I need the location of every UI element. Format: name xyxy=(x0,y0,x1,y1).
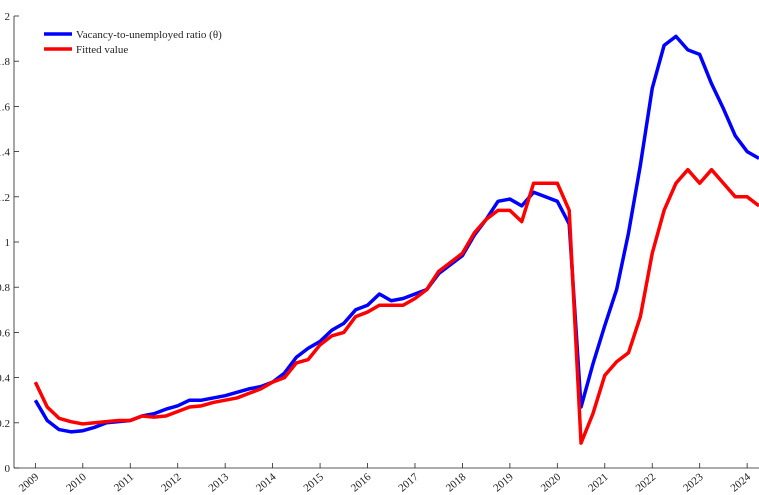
x-tick-label: 2017 xyxy=(396,471,421,495)
x-tick-label: 2021 xyxy=(586,471,611,494)
x-tick-label: 2019 xyxy=(491,471,516,495)
x-tick-label: 2010 xyxy=(64,471,89,495)
data-line xyxy=(33,167,759,445)
x-tick-label: 2020 xyxy=(539,471,564,495)
y-tick-label: 1.6 xyxy=(0,101,11,113)
y-tick-label: 0.6 xyxy=(0,327,11,339)
y-tick-label: 0 xyxy=(5,463,11,475)
y-tick-label: 1.4 xyxy=(0,147,11,159)
legend-label: Fitted value xyxy=(76,44,128,56)
y-tick-label: 0.8 xyxy=(0,282,11,294)
x-tick-label: 2016 xyxy=(349,471,374,495)
x-tick-label: 2018 xyxy=(444,471,469,495)
y-tick-label: 0.4 xyxy=(0,373,11,385)
data-line xyxy=(33,34,759,434)
x-tick-label: 2024 xyxy=(728,471,753,495)
x-tick-label: 2014 xyxy=(254,471,279,495)
y-tick-label: 1.8 xyxy=(0,56,11,68)
y-tick-label: 1.2 xyxy=(0,192,10,204)
x-tick-label: 2023 xyxy=(681,471,706,495)
y-tick-label: 2 xyxy=(5,11,11,23)
x-tick-label: 2013 xyxy=(207,471,232,495)
legend-label: Vacancy-to-unemployed ratio (θ) xyxy=(76,29,222,41)
y-tick-label: 0.2 xyxy=(0,418,10,430)
x-tick-label: 2012 xyxy=(159,471,184,494)
x-tick-label: 2015 xyxy=(301,471,326,495)
x-tick-label: 2011 xyxy=(112,471,136,494)
x-tick-label: 2022 xyxy=(634,471,659,494)
x-tick-label: 2009 xyxy=(17,471,42,495)
y-tick-label: 1 xyxy=(5,237,11,249)
